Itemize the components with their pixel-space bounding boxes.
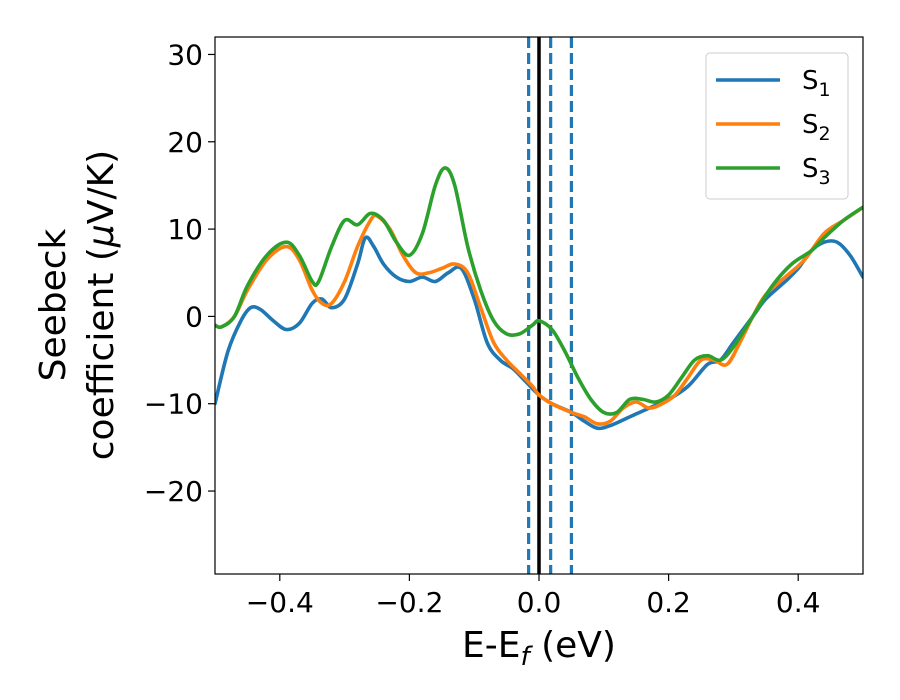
x-axis-ticks: −0.4 −0.2 0.0 0.2 0.4 <box>246 574 821 619</box>
y-tick-label: −20 <box>144 475 203 508</box>
y-tick-label: −10 <box>144 388 203 421</box>
y-axis-label-line2: coefficient (μV/K) <box>81 150 122 460</box>
y-tick-label: 0 <box>185 300 203 333</box>
series-lines <box>215 166 863 431</box>
legend-frame <box>705 52 849 200</box>
x-tick-label: 0.4 <box>776 586 821 619</box>
legend-label-s3: S3 <box>802 154 831 189</box>
series-line-s3 <box>215 166 863 416</box>
y-tick-label: 20 <box>167 126 203 159</box>
legend-label-s2: S2 <box>802 110 831 145</box>
x-tick-label: 0.0 <box>517 586 562 619</box>
y-axis-label-line1: Seebeck <box>33 228 74 381</box>
legend-label-s1: S1 <box>802 66 831 101</box>
x-axis-label: E-Ef (eV) <box>462 625 616 672</box>
y-tick-label: 10 <box>167 213 203 246</box>
vertical-reference-lines <box>527 37 574 574</box>
y-axis-ticks: −20 −10 0 10 20 30 <box>144 38 215 508</box>
x-tick-label: −0.4 <box>246 586 314 619</box>
x-tick-label: 0.2 <box>646 586 691 619</box>
y-tick-label: 30 <box>167 38 203 71</box>
x-tick-label: −0.2 <box>375 586 443 619</box>
series-line-s2 <box>215 205 863 426</box>
legend: S1 S2 S3 <box>705 52 849 200</box>
